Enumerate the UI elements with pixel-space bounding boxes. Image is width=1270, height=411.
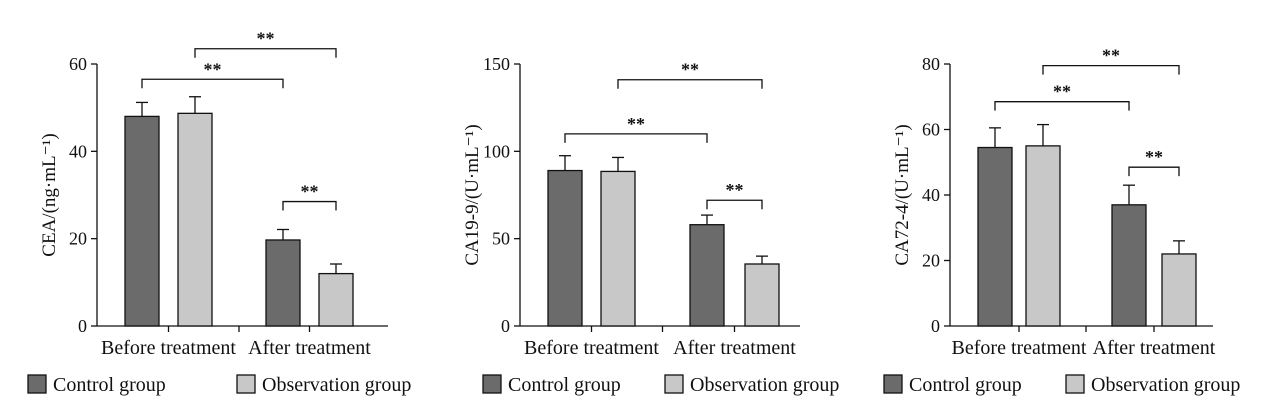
significance-bracket: ** xyxy=(617,60,763,89)
legend-control-swatch xyxy=(883,374,903,394)
bar-control-0 xyxy=(977,146,1013,327)
chart-panel-3: 0 20 40 60 80 CA72-4/(U·mL⁻¹) Before treatment… xyxy=(892,46,1216,359)
y-tick-label: 100 xyxy=(483,141,510,161)
y-axis-label: CA19-9/(U·mL⁻¹) xyxy=(462,124,483,265)
bracket-line xyxy=(706,199,763,210)
x-category-label: After treatment xyxy=(673,337,796,359)
y-tick-label: 40 xyxy=(922,185,940,205)
legend-control-label: Control group xyxy=(909,374,1022,396)
y-axis-label: CEA/(ng·mL⁻¹) xyxy=(39,133,60,256)
x-category-label: After treatment xyxy=(248,337,371,359)
legend-observation-swatch xyxy=(1065,374,1085,394)
bar-observation-0 xyxy=(600,170,636,327)
significance-bracket: ** xyxy=(1042,46,1180,75)
bar-observation-1 xyxy=(318,272,354,327)
bar-observation-1 xyxy=(1161,253,1197,327)
significance-bracket: ** xyxy=(994,82,1130,111)
significance-bracket: ** xyxy=(282,182,337,211)
legend-2: Control group Observation group xyxy=(482,374,839,396)
bracket-line xyxy=(1042,64,1180,75)
chart-panel-2: 0 50 100 150 CA19-9/(U·mL⁻¹) Before treatment… xyxy=(462,54,800,359)
bar-control-1 xyxy=(1111,204,1147,327)
y-tick-label: 60 xyxy=(922,120,940,140)
legend-1: Control group Observation group xyxy=(27,374,411,396)
legend-observation-label: Observation group xyxy=(1091,374,1240,396)
significance-label: ** xyxy=(726,180,744,200)
significance-label: ** xyxy=(204,59,222,79)
y-tick-label: 0 xyxy=(78,316,87,336)
bracket-line xyxy=(564,133,708,143)
significance-label: ** xyxy=(1145,147,1163,167)
significance-label: ** xyxy=(1102,46,1120,66)
significance-label: ** xyxy=(627,114,645,134)
significance-label: ** xyxy=(681,60,699,80)
bracket-line xyxy=(1128,166,1180,177)
significance-bracket: ** xyxy=(1128,147,1180,177)
x-category-label: Before treatment xyxy=(101,337,236,359)
bar-control-0 xyxy=(547,169,583,327)
significance-label: ** xyxy=(301,182,319,202)
y-tick-label: 20 xyxy=(69,229,87,249)
bracket-line xyxy=(617,79,763,89)
x-category-label: Before treatment xyxy=(952,337,1087,359)
significance-label: ** xyxy=(1053,82,1071,102)
legend-observation-label: Observation group xyxy=(690,374,839,396)
legend-control-label: Control group xyxy=(508,374,621,396)
bracket-line xyxy=(282,200,337,211)
legend-observation-swatch xyxy=(236,374,256,394)
significance-bracket: ** xyxy=(194,29,337,58)
significance-bracket: ** xyxy=(706,180,763,210)
bar-control-0 xyxy=(124,115,160,327)
legend-observation-label: Observation group xyxy=(262,374,411,396)
x-category-label: After treatment xyxy=(1093,337,1216,359)
y-tick-label: 60 xyxy=(69,54,87,74)
y-tick-label: 80 xyxy=(922,54,940,74)
legend-control-label: Control group xyxy=(53,374,166,396)
x-category-label: Before treatment xyxy=(524,337,659,359)
y-tick-label: 50 xyxy=(492,229,510,249)
y-tick-label: 0 xyxy=(501,316,510,336)
y-axis-label: CA72-4/(U·mL⁻¹) xyxy=(892,124,913,265)
chart-panel-1: 0 20 40 60 CEA/(ng·mL⁻¹) Before treatment Afte… xyxy=(39,29,388,359)
significance-bracket: ** xyxy=(564,114,708,143)
legend-control-swatch xyxy=(27,374,47,394)
bar-observation-0 xyxy=(177,112,213,327)
y-tick-label: 150 xyxy=(483,54,510,74)
y-tick-label: 40 xyxy=(69,141,87,161)
bracket-line xyxy=(994,101,1130,111)
legend-control-swatch xyxy=(482,374,502,394)
bar-observation-1 xyxy=(744,263,780,327)
y-tick-label: 20 xyxy=(922,251,940,271)
significance-label: ** xyxy=(257,29,275,49)
legend-observation-swatch xyxy=(664,374,684,394)
bar-observation-0 xyxy=(1025,145,1061,327)
legend-3: Control group Observation group xyxy=(883,374,1240,396)
bracket-line xyxy=(141,78,284,89)
bracket-line xyxy=(194,48,337,58)
bar-control-1 xyxy=(265,239,301,327)
y-tick-label: 0 xyxy=(931,316,940,336)
significance-bracket: ** xyxy=(141,59,284,89)
bar-control-1 xyxy=(689,224,725,327)
